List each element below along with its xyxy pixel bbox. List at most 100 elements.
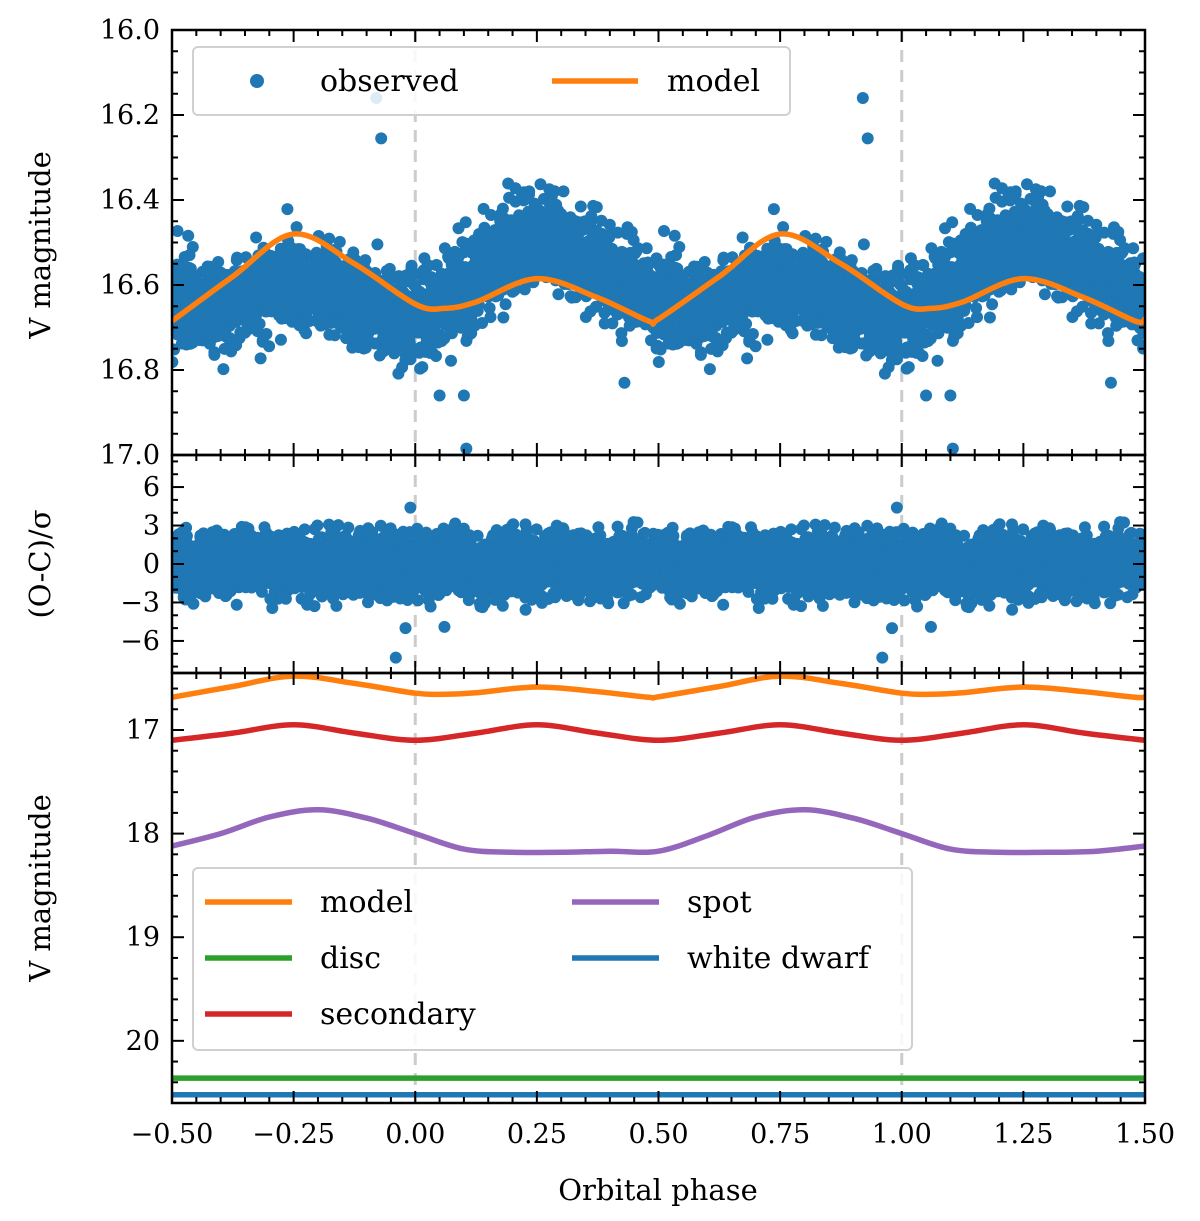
observed-point: [880, 335, 893, 348]
observed-point: [615, 327, 628, 340]
observed-point: [694, 348, 707, 361]
observed-point: [658, 225, 670, 237]
observed-point: [445, 354, 457, 367]
observed-point: [803, 312, 816, 324]
observed-point: [621, 221, 634, 234]
observed-points: [172, 92, 1145, 455]
observed-point: [359, 292, 372, 305]
observed-point: [1002, 188, 1015, 201]
observed-point: [803, 258, 816, 271]
observed-point: [499, 274, 511, 287]
observed-point: [479, 246, 491, 259]
observed-point: [878, 367, 891, 380]
observed-point: [990, 233, 1002, 246]
observed-point: [749, 340, 762, 353]
observed-point: [380, 264, 393, 277]
observed-point: [595, 214, 608, 227]
observed-point: [717, 254, 730, 267]
observed-point: [403, 315, 416, 328]
observed-point: [310, 246, 323, 259]
observed-point: [578, 215, 591, 228]
observed-point: [250, 231, 263, 244]
observed-point: [172, 225, 184, 237]
observed-point: [513, 217, 526, 230]
observed-point: [469, 253, 482, 265]
observed-point: [950, 280, 963, 293]
observed-point: [917, 333, 930, 346]
observed-point: [565, 291, 578, 304]
observed-point: [425, 285, 437, 298]
observed-point: [697, 324, 710, 337]
observed-point: [701, 266, 714, 279]
observed-point: [485, 209, 497, 221]
observed-point: [516, 188, 529, 201]
observed-point: [971, 209, 984, 221]
observed-point: [657, 258, 670, 271]
observed-point: [211, 324, 224, 337]
observed-point: [889, 334, 902, 347]
observed-point: [253, 275, 266, 288]
observed-point: [864, 345, 876, 358]
observed-point: [184, 262, 197, 275]
observed-point: [431, 333, 443, 346]
observed-point: [831, 267, 844, 280]
observed-point: [230, 339, 243, 352]
observed-point: [721, 285, 734, 298]
observed-point: [274, 333, 287, 346]
observed-point: [179, 326, 192, 339]
observed-point: [777, 221, 790, 234]
observed-point: [557, 185, 570, 198]
observed-point: [514, 268, 527, 281]
light-curve-panel: 16.016.216.416.616.817.0V magnitudeobser…: [23, 15, 1147, 471]
observed-point: [1029, 183, 1042, 196]
observed-point: [867, 264, 880, 277]
observed-point: [716, 339, 729, 352]
observed-point: [561, 214, 573, 227]
observed-point: [338, 260, 351, 273]
observed-point: [845, 292, 858, 305]
observed-point: [732, 307, 745, 320]
observed-point: [1108, 221, 1120, 234]
observed-point: [1076, 300, 1089, 313]
observed-point: [359, 341, 372, 354]
observed-point: [547, 201, 560, 214]
observed-point: [815, 329, 828, 342]
observed-point: [767, 203, 780, 216]
observed-point: [1047, 214, 1060, 227]
observed-point: [611, 308, 624, 321]
observed-point: [705, 342, 718, 355]
observed-point: [772, 241, 785, 254]
observed-point: [403, 334, 416, 347]
observed-point: [499, 298, 512, 311]
observed-point: [999, 217, 1012, 230]
observed-point: [488, 272, 501, 284]
observed-point: [379, 292, 392, 305]
observed-point: [464, 280, 476, 293]
plot-area: [172, 30, 1145, 455]
observed-point: [442, 250, 455, 263]
observed-point: [855, 337, 868, 350]
observed-point: [1073, 199, 1086, 212]
observed-point: [739, 275, 752, 288]
observed-point: [1001, 268, 1014, 281]
observed-point: [900, 362, 913, 375]
observed-point: [786, 327, 799, 340]
observed-point: [303, 315, 316, 327]
observed-point: [866, 292, 879, 305]
observed-point: [736, 231, 749, 244]
observed-point: [260, 328, 273, 340]
observed-point: [835, 329, 848, 342]
observed-point: [587, 199, 600, 212]
observed-point: [746, 328, 759, 340]
observed-point: [345, 267, 358, 280]
observed-point: [1052, 291, 1065, 304]
observed-point: [392, 367, 405, 380]
observed-point: [645, 334, 657, 347]
observed-point: [698, 256, 711, 268]
observed-point: [478, 221, 491, 234]
observed-point: [534, 178, 547, 191]
observed-point: [790, 315, 802, 327]
observed-point: [703, 363, 716, 376]
observed-point: [317, 312, 329, 324]
